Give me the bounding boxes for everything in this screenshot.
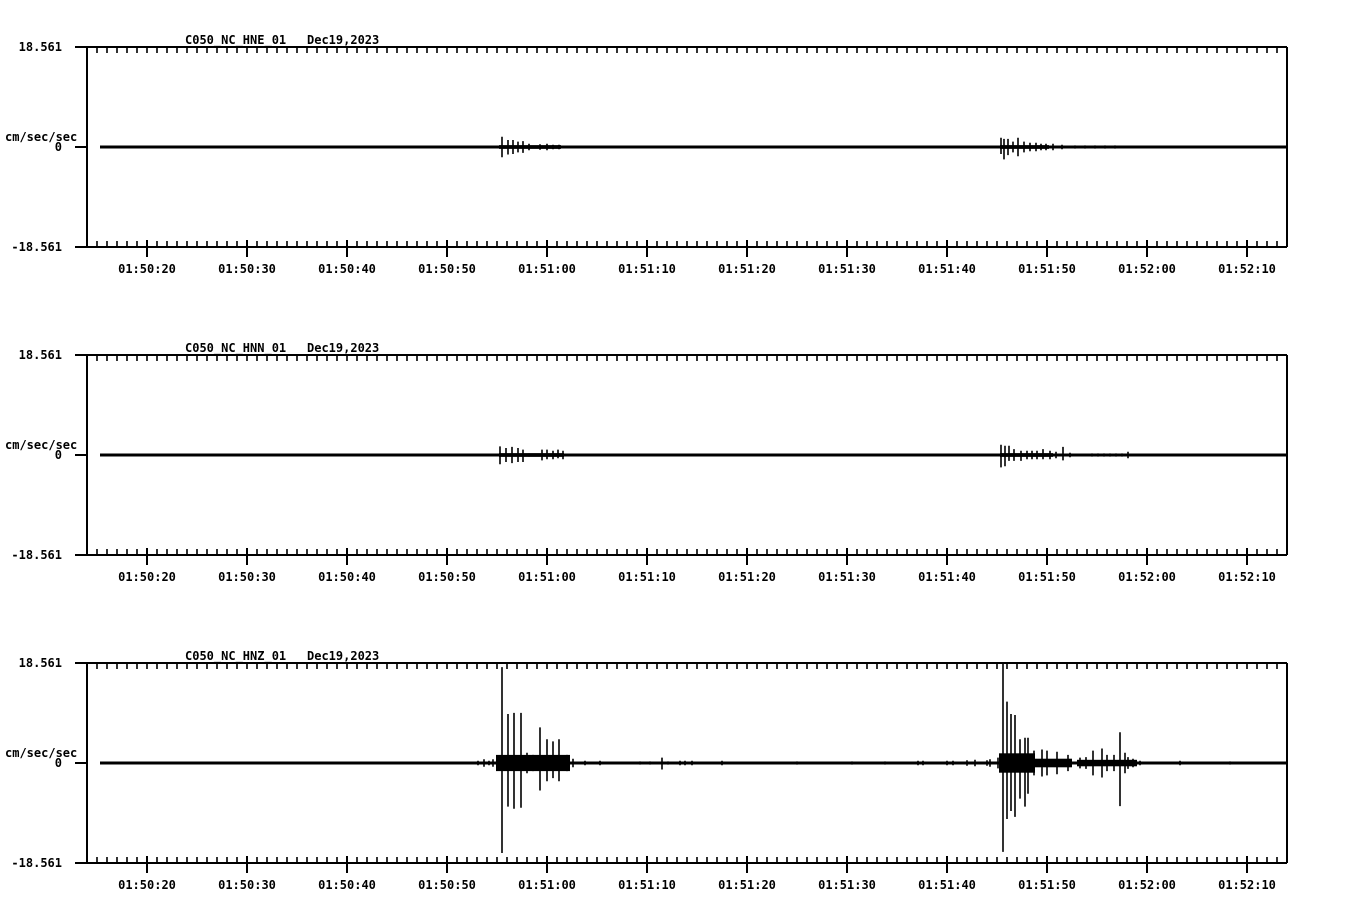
x-tick-label: 01:51:30 (818, 570, 876, 584)
x-tick-label: 01:50:30 (218, 570, 276, 584)
x-tick-label: 01:50:50 (418, 570, 476, 584)
y-axis-min-label: -18.561 (11, 240, 62, 254)
x-tick-label: 01:50:40 (318, 262, 376, 276)
x-tick-label: 01:51:50 (1018, 570, 1076, 584)
x-tick-label: 01:52:00 (1118, 878, 1176, 892)
x-tick-label: 01:50:20 (118, 570, 176, 584)
waveform-plot-hne (75, 46, 1288, 257)
panel-date: Dec19,2023 (307, 649, 380, 663)
panel-date: Dec19,2023 (307, 33, 380, 47)
x-tick-label: 01:50:20 (118, 878, 176, 892)
y-axis-unit-label: cm/sec/sec (5, 130, 78, 144)
x-tick-label: 01:51:50 (1018, 878, 1076, 892)
x-tick-label: 01:51:10 (618, 262, 676, 276)
x-tick-label: 01:51:20 (718, 570, 776, 584)
y-axis-zero-label: 0 (54, 448, 62, 462)
x-tick-label: 01:50:40 (318, 570, 376, 584)
y-axis-min-label: -18.561 (11, 856, 62, 870)
x-tick-label: 01:52:10 (1218, 570, 1276, 584)
y-axis-max-label: 18.561 (18, 40, 62, 54)
x-tick-label: 01:51:10 (618, 570, 676, 584)
y-axis-zero-label: 0 (54, 140, 62, 154)
y-axis-zero-label: 0 (54, 756, 62, 770)
x-tick-label: 01:50:30 (218, 878, 276, 892)
seismogram-panel-hnz: C050_NC_HNZ_01 Dec19,2023 18.561 cm/sec/… (0, 616, 1358, 924)
panel-title: C050_NC_HNN_01 (185, 341, 287, 355)
x-tick-label: 01:51:40 (918, 262, 976, 276)
x-tick-label: 01:51:50 (1018, 262, 1076, 276)
x-tick-label: 01:51:30 (818, 878, 876, 892)
seismogram-panel-hne: C050_NC_HNE_01 Dec19,2023 18.561 cm/sec/… (0, 0, 1358, 308)
x-tick-label: 01:51:20 (718, 262, 776, 276)
y-axis-unit-label: cm/sec/sec (5, 746, 78, 760)
x-tick-label: 01:51:00 (518, 262, 576, 276)
panel-date: Dec19,2023 (307, 341, 380, 355)
x-tick-label: 01:51:30 (818, 262, 876, 276)
panel-title: C050_NC_HNZ_01 (185, 649, 287, 663)
x-tick-label: 01:50:50 (418, 878, 476, 892)
y-axis-unit-label: cm/sec/sec (5, 438, 78, 452)
panel-title: C050_NC_HNE_01 (185, 33, 287, 47)
seismogram-panel-hnn: C050_NC_HNN_01 Dec19,2023 18.561 cm/sec/… (0, 308, 1358, 616)
x-tick-label: 01:50:30 (218, 262, 276, 276)
x-tick-label: 01:50:50 (418, 262, 476, 276)
x-tick-label: 01:51:10 (618, 878, 676, 892)
waveform-plot-hnz (75, 662, 1288, 873)
y-axis-max-label: 18.561 (18, 348, 62, 362)
x-tick-label: 01:52:10 (1218, 878, 1276, 892)
y-axis-max-label: 18.561 (18, 656, 62, 670)
x-tick-label: 01:50:40 (318, 878, 376, 892)
x-tick-label: 01:52:10 (1218, 262, 1276, 276)
x-tick-label: 01:51:40 (918, 878, 976, 892)
x-tick-label: 01:52:00 (1118, 570, 1176, 584)
x-tick-label: 01:52:00 (1118, 262, 1176, 276)
x-tick-label: 01:51:40 (918, 570, 976, 584)
x-tick-label: 01:51:00 (518, 570, 576, 584)
x-tick-label: 01:50:20 (118, 262, 176, 276)
waveform-plot-hnn (75, 354, 1288, 565)
x-tick-label: 01:51:00 (518, 878, 576, 892)
y-axis-min-label: -18.561 (11, 548, 62, 562)
x-tick-label: 01:51:20 (718, 878, 776, 892)
